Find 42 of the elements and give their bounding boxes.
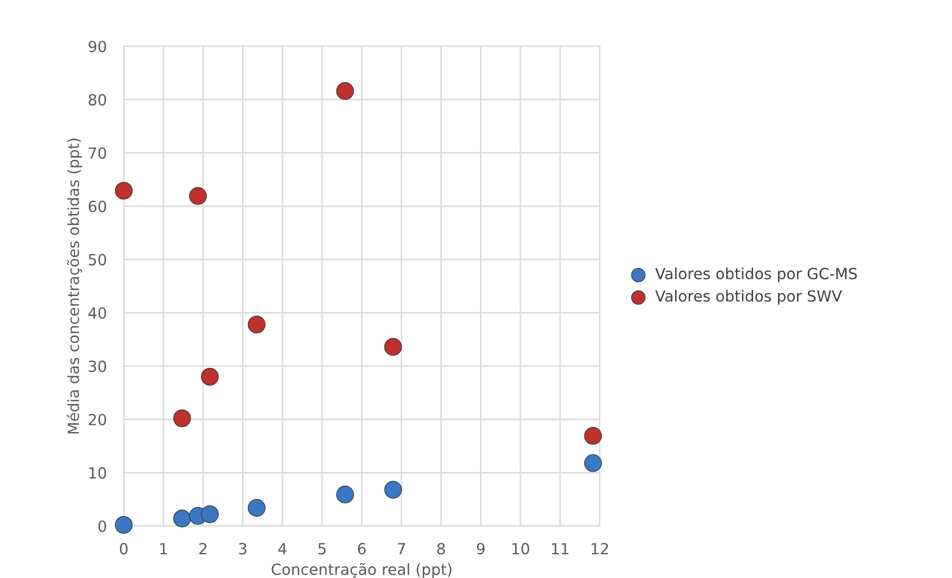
y-axis-title: Média das concentrações obtidas (ppt) <box>66 138 82 434</box>
point <box>114 516 133 534</box>
y-tick-label: 80 <box>88 94 106 106</box>
point <box>336 82 354 100</box>
x-axis-title: Concentração real (ppt) <box>272 562 452 578</box>
x-tick-label: 9 <box>476 542 485 554</box>
point <box>384 480 402 499</box>
x-tick-label: 4 <box>278 543 286 554</box>
point <box>200 505 219 524</box>
y-tick-label: 60 <box>88 200 106 212</box>
x-tick-label: 5 <box>318 543 326 554</box>
point <box>200 368 219 386</box>
point <box>584 454 602 472</box>
y-tick-label: 10 <box>89 467 106 479</box>
point <box>189 187 207 205</box>
x-tick-label: 10 <box>512 542 530 554</box>
y-tick-label: 20 <box>88 414 106 426</box>
x-tick-label: 1 <box>160 543 167 554</box>
y-tick-label: 40 <box>88 307 106 319</box>
x-tick-label: 8 <box>437 542 445 554</box>
point <box>173 510 191 528</box>
x-tick-label: 3 <box>239 542 246 554</box>
point <box>248 316 266 334</box>
point <box>114 182 133 200</box>
point <box>248 499 266 517</box>
point <box>173 409 191 428</box>
point <box>336 486 354 504</box>
y-tick-label: 70 <box>88 147 106 159</box>
x-tick-label: 2 <box>199 542 206 554</box>
x-tick-label: 0 <box>120 542 128 554</box>
y-tick-label: 50 <box>88 254 106 266</box>
x-tick-label: 11 <box>552 543 568 554</box>
point <box>584 427 602 445</box>
legend-label: Valores obtidos por GC-MS <box>655 268 857 282</box>
y-tick-label: 30 <box>88 360 106 372</box>
x-tick-label: 12 <box>592 542 608 554</box>
x-tick-label: 7 <box>398 543 405 554</box>
y-tick-label: 90 <box>88 40 106 52</box>
x-tick-label: 6 <box>358 542 366 554</box>
point <box>384 338 402 356</box>
legend-label: Valores obtidos por SWV <box>655 290 842 305</box>
y-tick-label: 0 <box>98 520 106 532</box>
